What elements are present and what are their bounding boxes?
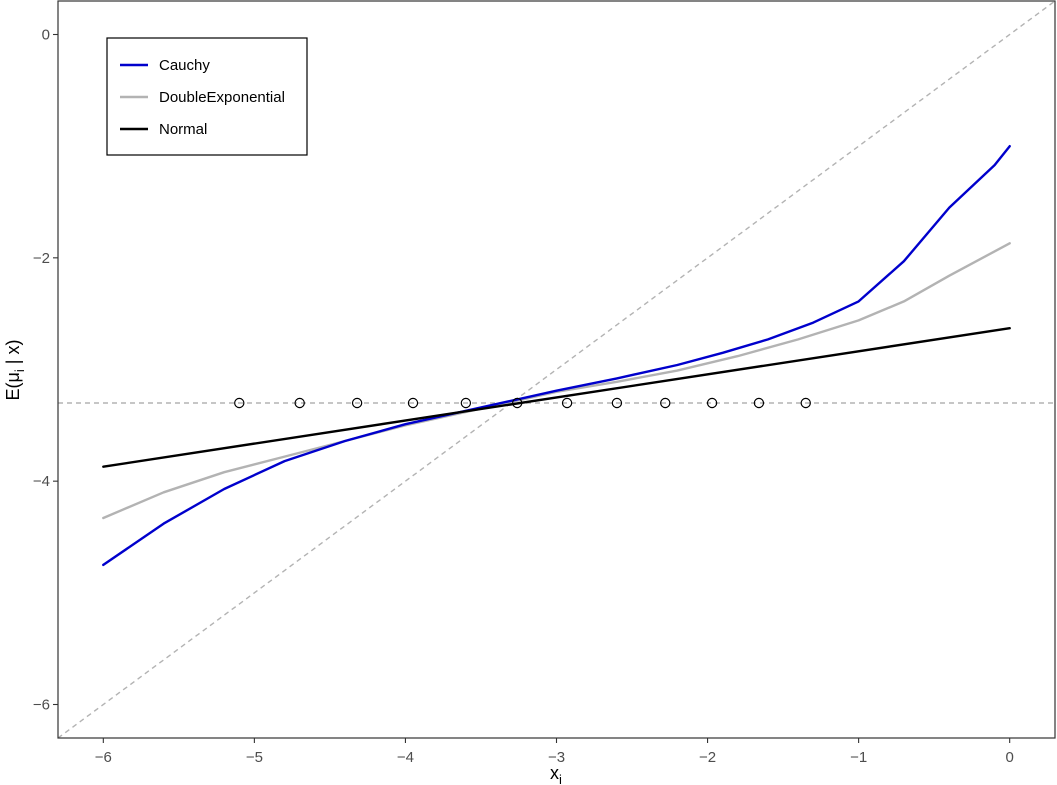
y-tick-label: −6 [33,697,50,714]
reference-lines [58,1,1055,738]
y-tick-label: −2 [33,250,50,267]
data-point [512,397,523,409]
x-tick-label: 0 [1006,749,1014,766]
data-point [561,397,573,409]
series-line-normal [102,327,1011,468]
x-tick-label: −3 [548,749,565,766]
data-point [611,397,623,409]
legend-label-cauchy: Cauchy [159,57,210,74]
data-points [234,397,811,409]
x-tick-label: −5 [246,749,263,766]
x-tick-label: −1 [850,749,867,766]
x-axis-title-subscript: i [559,772,562,785]
series-line-cauchy [102,144,1011,567]
x-tick-label: −6 [95,749,112,766]
data-point [407,397,419,409]
data-point [660,397,671,409]
data-point [753,397,765,409]
y-tick-label: −4 [33,473,50,490]
data-point [294,397,305,409]
y-axis-title-subscript: i [12,369,27,372]
y-axis-title-suffix: | x) [3,340,23,370]
legend-label-normal: Normal [159,121,207,138]
y-axis: 0 −2 −4 −6 [33,27,58,714]
data-point [800,397,811,409]
legend-label-doubleexponential: DoubleExponential [159,89,285,106]
y-tick-label: 0 [42,27,50,44]
data-point [351,397,363,409]
data-point [460,397,472,409]
series-lines [102,144,1011,567]
data-point [234,397,245,409]
x-axis-title-main: x [550,763,559,783]
x-tick-label: −4 [397,749,414,766]
x-axis-title: xi [550,763,562,785]
y-axis-title-prefix: E(μ [3,372,23,400]
x-tick-label: −2 [699,749,716,766]
y-axis-title: E(μi | x) [3,340,27,401]
x-axis: −6 −5 −4 −3 −2 −1 0 [95,738,1014,766]
legend: Cauchy DoubleExponential Normal [106,37,308,156]
data-point [706,397,718,409]
